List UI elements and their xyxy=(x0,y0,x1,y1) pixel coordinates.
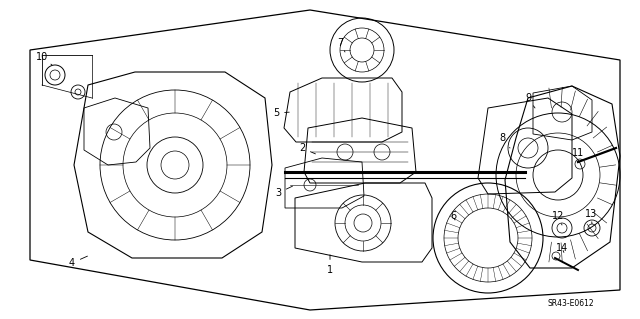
Text: 6: 6 xyxy=(450,211,456,221)
Text: 8: 8 xyxy=(499,133,510,148)
Text: 4: 4 xyxy=(69,256,88,268)
Text: SR43-E0612: SR43-E0612 xyxy=(548,300,595,308)
Text: 1: 1 xyxy=(327,255,333,275)
Text: 3: 3 xyxy=(275,186,292,198)
Text: 13: 13 xyxy=(585,209,597,224)
Text: 2: 2 xyxy=(299,143,316,154)
Text: 9: 9 xyxy=(525,93,535,108)
Text: 14: 14 xyxy=(556,243,568,253)
Text: 7: 7 xyxy=(337,38,345,52)
Text: 5: 5 xyxy=(273,108,289,118)
Text: 12: 12 xyxy=(552,211,564,225)
Text: 11: 11 xyxy=(572,148,584,162)
Text: 10: 10 xyxy=(36,52,52,65)
